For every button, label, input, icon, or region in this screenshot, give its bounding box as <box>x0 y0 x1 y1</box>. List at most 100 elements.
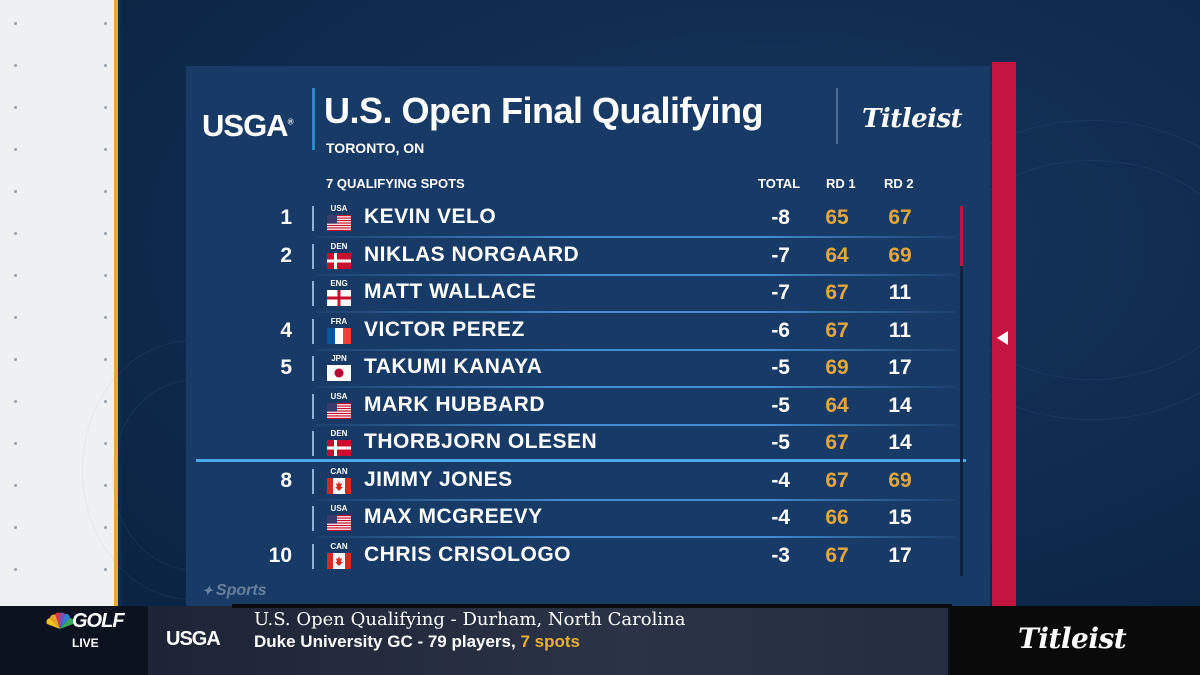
ticker-titleist-logo: Titleist <box>1018 622 1127 655</box>
row-divider-tick <box>312 281 314 306</box>
studio-background-strip <box>0 0 118 606</box>
usga-logo: USGA® <box>202 108 293 143</box>
country-flag: USA <box>326 392 352 422</box>
decorative-dot <box>14 232 17 235</box>
row-separator <box>316 236 956 238</box>
player-total: -6 <box>771 318 790 342</box>
leaderboard-row: 4 FRA VICTOR PEREZ -6 67 11 <box>186 313 990 351</box>
row-divider-tick <box>312 543 314 569</box>
sponsor-divider <box>836 88 838 144</box>
country-flag: JPN <box>326 354 352 384</box>
country-flag: ENG <box>326 279 352 309</box>
player-name: MARK HUBBARD <box>364 392 545 416</box>
row-divider-tick <box>312 206 314 231</box>
japan-flag-icon <box>327 365 351 381</box>
country-code: USA <box>330 504 348 513</box>
column-header-rd1: RD 1 <box>826 176 856 191</box>
player-round1: 64 <box>825 393 849 417</box>
gold-trim <box>114 0 118 606</box>
event-location: TORONTO, ON <box>326 140 425 156</box>
player-round1: 67 <box>825 543 849 567</box>
country-flag: CAN <box>326 467 352 497</box>
player-round2: 67 <box>888 206 912 229</box>
country-code: FRA <box>330 316 348 326</box>
player-round2: 17 <box>888 356 912 379</box>
leaderboard-row: 2 DEN NIKLAS NORGAARD -7 64 69 <box>186 238 990 276</box>
row-divider-tick <box>312 356 314 381</box>
leaderboard-panel: USGA® U.S. Open Final Qualifying TORONTO… <box>186 66 990 606</box>
player-round1: 65 <box>825 206 849 229</box>
leaderboard-title: U.S. Open Final Qualifying <box>324 90 764 131</box>
leaderboard-header: USGA® U.S. Open Final Qualifying TORONTO… <box>186 66 990 174</box>
golf-channel-logo: GOLF <box>72 610 125 632</box>
leaderboard-row: DEN THORBJORN OLESEN -5 67 14 <box>186 425 990 462</box>
player-round2: 15 <box>888 506 912 529</box>
player-round2: 69 <box>888 243 912 267</box>
player-name: CHRIS CRISOLOGO <box>364 542 572 566</box>
player-position: 5 <box>280 356 292 379</box>
player-round2: 11 <box>888 281 912 304</box>
player-total: -4 <box>771 506 790 529</box>
row-divider-tick <box>312 506 314 531</box>
player-name: MAX MCGREEVY <box>364 505 543 528</box>
ticker-top-tab <box>232 604 952 608</box>
player-position: 2 <box>280 243 292 267</box>
player-name: THORBJORN OLESEN <box>364 430 598 453</box>
country-code: DEN <box>330 429 348 438</box>
player-round1: 66 <box>825 506 849 529</box>
player-round1: 64 <box>825 243 849 267</box>
player-round1: 67 <box>825 318 849 342</box>
france-flag-icon <box>327 327 351 344</box>
ticker-spots-highlight: 7 spots <box>520 632 580 651</box>
player-position: 10 <box>268 543 292 567</box>
row-separator <box>316 536 956 538</box>
qualifying-spots-label: 7 QUALIFYING SPOTS <box>326 176 465 191</box>
scroll-track <box>960 206 963 576</box>
leaderboard-row: USA MAX MCGREEVY -4 66 15 <box>186 500 990 538</box>
decorative-dot <box>104 22 107 25</box>
country-code: CAN <box>330 541 348 551</box>
ticker-usga-logo: USGA <box>166 628 221 650</box>
player-round2: 14 <box>888 431 912 454</box>
row-separator <box>316 348 956 351</box>
england-flag-icon <box>327 290 351 306</box>
decorative-dot <box>104 316 107 319</box>
player-name: JIMMY JONES <box>364 467 513 491</box>
column-header-total: TOTAL <box>758 176 801 191</box>
decorative-dot <box>14 400 17 403</box>
country-code: CAN <box>330 466 348 476</box>
row-divider-tick <box>312 468 314 494</box>
row-divider-tick <box>312 243 314 269</box>
country-flag: DEN <box>326 429 352 459</box>
player-name: MATT WALLACE <box>364 280 537 303</box>
player-total: -7 <box>771 243 790 267</box>
row-separator <box>316 311 956 313</box>
row-divider-tick <box>312 431 314 456</box>
decorative-dot <box>104 190 107 193</box>
decorative-dot <box>14 64 17 67</box>
collapse-arrow-icon[interactable] <box>997 331 1008 345</box>
decorative-dot <box>104 232 107 235</box>
player-name: NIKLAS NORGAARD <box>364 242 580 266</box>
player-total: -5 <box>771 356 790 379</box>
decorative-dot <box>14 316 17 319</box>
nbc-peacock-icon <box>46 612 74 629</box>
canada-flag-icon <box>327 552 351 569</box>
country-code: ENG <box>330 279 348 288</box>
player-total: -3 <box>771 543 790 567</box>
usa-flag-icon <box>327 402 351 419</box>
row-separator <box>316 498 956 501</box>
row-separator <box>316 273 956 276</box>
decorative-dot <box>14 22 17 25</box>
player-round1: 67 <box>825 281 849 304</box>
player-round1: 69 <box>825 356 849 379</box>
country-flag: DEN <box>326 242 352 272</box>
country-flag: USA <box>326 504 352 534</box>
decorative-dot <box>14 106 17 109</box>
row-divider-tick <box>312 318 314 344</box>
country-code: USA <box>330 204 348 213</box>
decorative-dot <box>104 148 107 151</box>
decorative-dot <box>104 64 107 67</box>
country-code: USA <box>330 391 348 401</box>
player-position: 8 <box>280 468 292 492</box>
